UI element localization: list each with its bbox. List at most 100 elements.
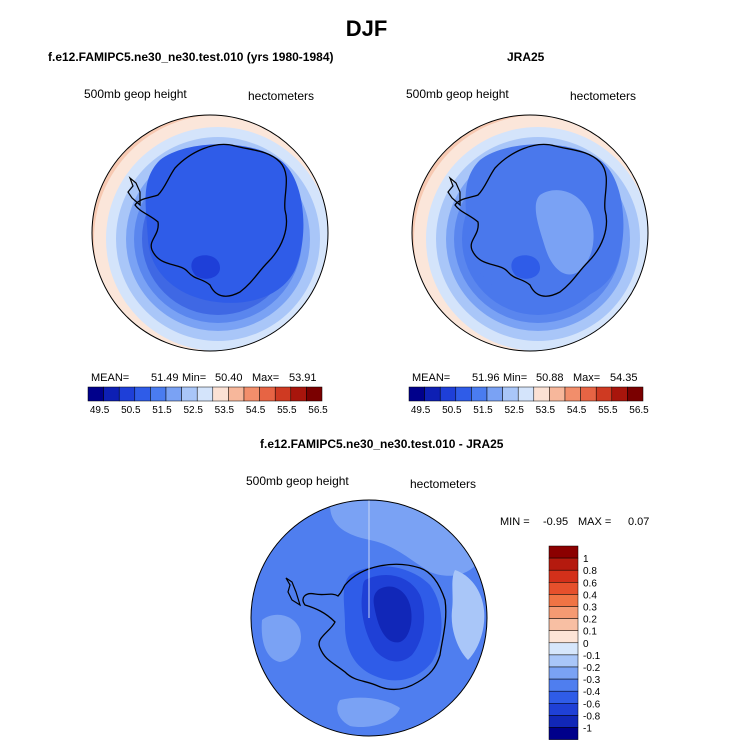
panel1-colorbar-box-14 — [306, 386, 323, 402]
panel1-colorbar-box-3 — [134, 386, 151, 402]
panel3-colorbar-box-2 — [548, 569, 579, 583]
panel2-max-label: Max= — [573, 372, 601, 384]
panel1-colorbar-tick-label: 50.5 — [121, 405, 141, 416]
panel1-colorbar-box-11 — [259, 386, 276, 402]
panel2-colorbar-tick-label: 55.5 — [598, 405, 618, 416]
panel3-colorbar-box-8 — [548, 642, 579, 656]
panel2-colorbar-box-1 — [424, 386, 441, 402]
panel3-colorbar: 10.80.60.4 0.30.20.10-0.1-0.2-0.3-0.4-0.6… — [548, 545, 601, 740]
panel1-colorbar-tick-label: 52.5 — [183, 405, 203, 416]
panel1-peninsula — [127, 176, 141, 207]
panel3-colorbar-box-6 — [548, 618, 579, 631]
panel2-colorbar-tick-label: 56.5 — [629, 405, 649, 416]
panel2-colorbar-tick-label: 53.5 — [536, 405, 556, 416]
panel3-colorbar-tick-label: -0.3 — [583, 675, 601, 686]
panel2-colorbar-tick-label: 49.5 — [411, 405, 431, 416]
panel1-title: f.e12.FAMIPC5.ne30_ne30.test.010 (yrs 19… — [48, 50, 334, 64]
panel3-colorbar-box-12 — [548, 690, 579, 704]
panel3-colorbar-box-7 — [548, 630, 579, 644]
panel3-colorbar-tick-label: 0 — [583, 639, 589, 650]
panel1-colorbar-tick-label: 55.5 — [277, 405, 297, 416]
panel3-weak-field-right — [451, 570, 485, 660]
panel1-colorbar-box-7 — [196, 386, 214, 402]
panel1-colorbar-box-0 — [87, 386, 104, 402]
panel3-colorbar-tick-label: 0.3 — [583, 603, 597, 614]
panel3-colorbar-tick-label: -0.1 — [583, 651, 601, 662]
panel3-colorbar-tick-label: 0.4 — [583, 590, 597, 601]
panel1-units-label: hectometers — [248, 89, 315, 103]
panel3-colorbar-tick-label: 0.1 — [583, 627, 597, 638]
panel2-colorbar-box-2 — [439, 386, 457, 402]
panel2-max-value: 54.35 — [610, 372, 638, 384]
panel2-colorbar-box-13 — [611, 386, 628, 402]
panel2-colorbar-box-8 — [533, 386, 550, 402]
figure-title: DJF — [345, 16, 388, 41]
panel3-colorbar-box-11 — [548, 678, 579, 692]
panel3-min-label: MIN = — [500, 516, 530, 528]
panel2-map — [411, 114, 649, 352]
panel1-colorbar-tick-label: 56.5 — [308, 405, 328, 416]
panel1-mean-value: 51.49 — [151, 372, 179, 384]
panel3-colorbar-box-1 — [548, 557, 579, 571]
panel1-colorbar-tick-label: 53.5 — [215, 405, 235, 416]
panel1-colorbar-box-4 — [150, 386, 167, 402]
panel1-colorbar-box-6 — [181, 386, 198, 402]
panel3-colorbar-box-14 — [548, 715, 579, 728]
panel3-colorbar-box-0 — [548, 545, 579, 559]
panel2-colorbar-box-12 — [595, 386, 613, 402]
panel2-colorbar-box-10 — [564, 386, 581, 402]
panel3-colorbar-tick-label: -0.6 — [583, 699, 601, 710]
panel3-map-border — [250, 499, 488, 737]
panel1-colorbar-tick-label: 51.5 — [152, 405, 172, 416]
panel2-colorbar-tick-label: 54.5 — [567, 405, 587, 416]
panel3-colorbar-tick-label: -1 — [583, 724, 592, 735]
panel2-units-label: hectometers — [570, 89, 637, 103]
panel2-coastline — [454, 143, 608, 297]
panel1-map-border — [91, 114, 329, 352]
panel3-colorbar-box-5 — [548, 606, 579, 619]
panel1-inner-field — [145, 144, 304, 303]
panel1-colorbar-tick-label: 49.5 — [90, 405, 110, 416]
panel1-colorbar-box-9 — [228, 386, 245, 402]
panel3-min-center — [373, 586, 412, 643]
panel1-colorbar-box-12 — [274, 386, 292, 402]
panel2-map-border — [411, 114, 649, 352]
panel3-weak-field-left — [261, 614, 301, 662]
panel3-variable-label: 500mb geop height — [246, 474, 349, 488]
panel3-weak-field-bottom — [337, 697, 400, 728]
panel3-colorbar-box-15 — [548, 727, 579, 740]
panel2-colorbar-box-6 — [502, 386, 519, 402]
panel2-mean-value: 51.96 — [472, 372, 500, 384]
panel2-colorbar: 49.5 50.5 51.5 52.5 53.5 54.5 55.5 56.5 — [408, 386, 649, 416]
panel3-colorbar-box-3 — [548, 582, 579, 595]
panel1-map — [91, 114, 329, 352]
panel3-colorbar-tick-label: 0.6 — [583, 578, 597, 589]
panel3-max-value: 0.07 — [628, 516, 650, 528]
panel1-colorbar-tick-label: 54.5 — [246, 405, 266, 416]
panel2-min-label: Min= — [503, 372, 528, 384]
panel1-max-label: Max= — [252, 372, 280, 384]
panel3-min-value: -0.95 — [543, 516, 569, 528]
panel1-min-value: 50.40 — [215, 372, 243, 384]
panel3-map — [250, 499, 488, 737]
panel2-peninsula — [447, 176, 461, 207]
panel3-colorbar-box-10 — [548, 666, 579, 680]
panel3-colorbar-tick-label: 1 — [583, 554, 589, 565]
panel3-colorbar-tick-label: -0.4 — [583, 687, 601, 698]
panel3-colorbar-box-13 — [548, 703, 579, 716]
panel3-colorbar-tick-label: -0.8 — [583, 711, 601, 722]
panel1-colorbar-box-8 — [212, 386, 229, 402]
panel2-colorbar-tick-label: 50.5 — [442, 405, 462, 416]
panel2-colorbar-tick-label: 51.5 — [473, 405, 493, 416]
panel2-colorbar-box-9 — [549, 386, 566, 402]
panel2-min-value: 50.88 — [536, 372, 564, 384]
panel1-colorbar-box-1 — [103, 386, 120, 402]
panel1-min-label: Min= — [182, 372, 207, 384]
panel2-plateau-high — [535, 190, 594, 275]
panel2-colorbar-box-3 — [455, 386, 472, 402]
panel1-mean-label: MEAN= — [91, 372, 130, 384]
panel1-variable-label: 500mb geop height — [84, 87, 187, 101]
panel2-local-min — [511, 255, 540, 279]
panel3-max-label: MAX = — [578, 516, 612, 528]
